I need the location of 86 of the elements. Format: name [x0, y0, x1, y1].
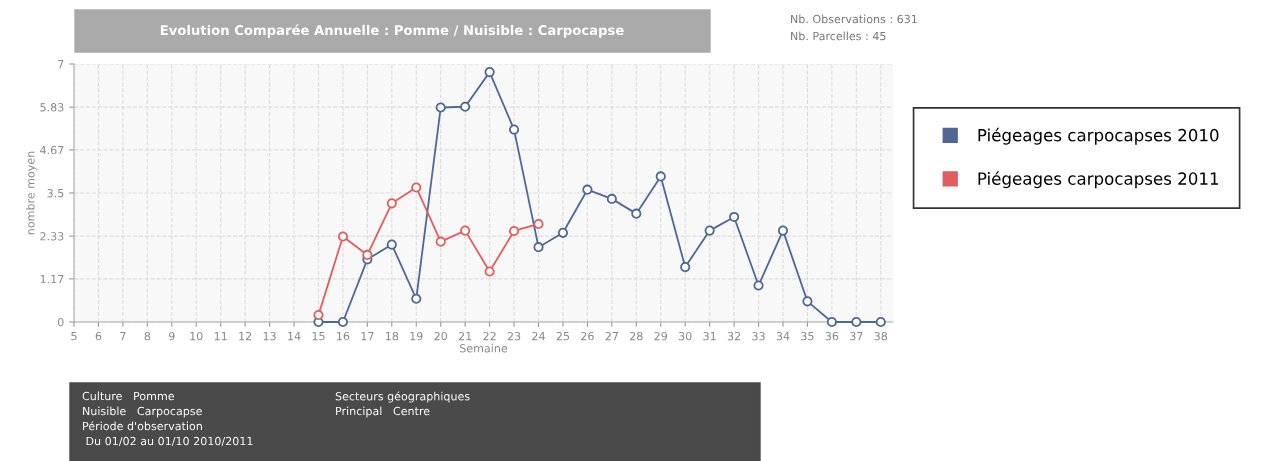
legend-label: Piégeages carpocapses 2010: [978, 127, 1219, 145]
x-tick-label: 8: [144, 331, 151, 341]
point: [631, 208, 642, 219]
text: Nb. Parcelles : 45: [791, 31, 886, 41]
point: [386, 239, 397, 250]
text: Nb. Observations : 631: [791, 14, 917, 24]
point: [704, 225, 715, 236]
text: Nuisible Carpocapse: [83, 406, 202, 418]
x-tick-label: 18: [385, 331, 399, 341]
point: [655, 171, 666, 182]
x-tick-label: 30: [678, 331, 692, 341]
point: [533, 218, 544, 230]
point: [411, 182, 422, 193]
x-tick-label: 15: [312, 332, 325, 341]
point: [313, 309, 324, 321]
point: [508, 225, 520, 237]
point: [680, 262, 691, 273]
x-tick-label: 20: [434, 331, 448, 341]
point: [582, 184, 593, 195]
y-tick-label: 2.33: [40, 232, 64, 241]
x-tick-label: 31: [703, 331, 716, 341]
x-tick-label: 28: [630, 331, 643, 341]
point: [460, 225, 471, 236]
point: [411, 293, 422, 304]
x-tick-label: 36: [825, 331, 839, 341]
x-tick-label: 27: [605, 331, 618, 341]
point: [386, 198, 397, 209]
y-tick-label: 5.83: [40, 103, 64, 112]
point: [875, 316, 886, 328]
point: [337, 316, 348, 328]
x-tick-label: 9: [168, 331, 175, 341]
x-tick-label: 11: [214, 332, 227, 341]
y-axis-title: nombre moyen: [26, 151, 37, 235]
point: [533, 242, 544, 253]
x-tick-label: 26: [581, 331, 594, 341]
point: [337, 231, 348, 242]
point: [826, 316, 837, 328]
point: [460, 101, 471, 112]
x-tick-label: 16: [337, 331, 350, 341]
text: Secteurs géographiques: [335, 391, 470, 403]
point: [557, 227, 569, 238]
x-tick-label: 23: [507, 331, 521, 341]
x-tick-label: 22: [483, 331, 496, 341]
y-tick-label: 7: [58, 60, 64, 69]
text: Période d'observation: [83, 421, 202, 431]
x-tick-label: 24: [532, 331, 545, 341]
point: [729, 211, 740, 223]
legend-label: Piégeages carpocapses 2011: [978, 171, 1219, 189]
point: [777, 225, 789, 236]
x-tick-label: 37: [850, 331, 863, 341]
y-tick-label: 1.17: [40, 275, 64, 284]
x-tick-label: 38: [874, 331, 888, 341]
x-tick-label: 17: [361, 332, 374, 341]
x-tick-label: 19: [410, 331, 423, 341]
point: [435, 236, 446, 247]
x-tick-label: 7: [120, 332, 126, 341]
x-tick-label: 5: [71, 332, 77, 341]
text: Culture Pomme: [82, 391, 175, 401]
x-tick-label: 35: [801, 331, 814, 341]
point: [362, 249, 373, 260]
x-tick-label: 6: [95, 331, 102, 341]
x-tick-label: 21: [458, 331, 472, 341]
chart-title: Evolution Comparée Annuelle : Pomme / Nuisible : Carpocapse: [160, 24, 624, 38]
x-tick-label: 14: [288, 332, 301, 341]
point: [508, 124, 520, 135]
y-tick-label: 0: [57, 317, 64, 327]
y-tick-label: 4.67: [40, 145, 64, 155]
point: [484, 266, 495, 277]
x-axis-title: Semaine: [459, 343, 508, 353]
text: Du 01/02 au 01/10 2010/2011: [86, 436, 253, 447]
point: [851, 316, 862, 328]
x-tick-label: 10: [190, 331, 203, 341]
x-tick-label: 13: [263, 331, 276, 341]
x-tick-label: 25: [556, 331, 570, 341]
x-tick-label: 34: [776, 331, 790, 341]
point: [753, 280, 764, 291]
x-tick-label: 12: [239, 331, 252, 341]
y-tick-label: 3.5: [47, 188, 64, 198]
point: [435, 102, 446, 113]
point: [802, 296, 813, 307]
text: Principal Centre: [336, 406, 430, 418]
point: [484, 67, 495, 78]
x-tick-label: 32: [727, 331, 741, 341]
x-tick-label: 29: [654, 331, 668, 341]
x-tick-label: 33: [752, 331, 765, 341]
point: [606, 193, 617, 204]
